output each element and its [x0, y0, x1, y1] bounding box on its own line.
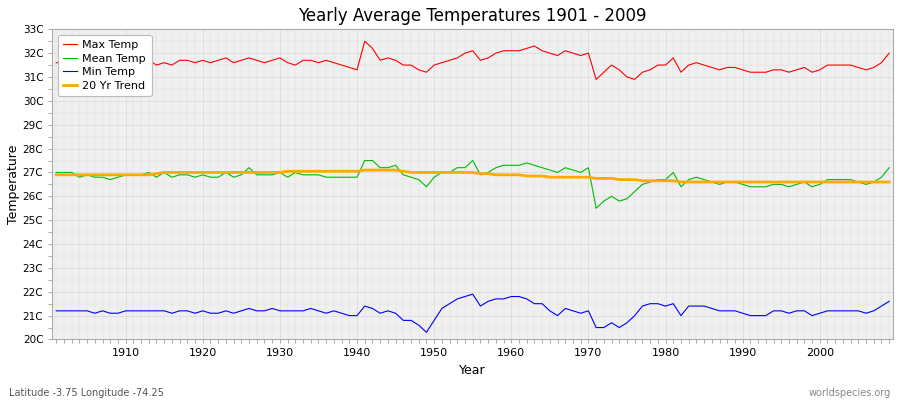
Line: Min Temp: Min Temp	[56, 294, 889, 332]
Max Temp	[590, 77, 601, 82]
Max Temp	[506, 48, 517, 53]
Max Temp	[614, 68, 625, 72]
Text: Latitude -3.75 Longitude -74.25: Latitude -3.75 Longitude -74.25	[9, 388, 164, 398]
Min Temp	[467, 292, 478, 296]
Min Temp	[514, 294, 525, 299]
20 Yr Trend	[283, 169, 293, 174]
Min Temp	[421, 330, 432, 335]
20 Yr Trend	[514, 172, 525, 177]
Line: Mean Temp: Mean Temp	[56, 160, 889, 208]
20 Yr Trend	[359, 168, 370, 172]
X-axis label: Year: Year	[459, 364, 486, 377]
Min Temp	[521, 296, 532, 301]
Min Temp	[283, 308, 293, 313]
20 Yr Trend	[50, 172, 61, 177]
Max Temp	[359, 39, 370, 44]
Mean Temp	[514, 163, 525, 168]
Max Temp	[50, 60, 61, 65]
Mean Temp	[590, 206, 601, 211]
Text: worldspecies.org: worldspecies.org	[809, 388, 891, 398]
20 Yr Trend	[676, 180, 687, 184]
Line: Max Temp: Max Temp	[56, 41, 889, 79]
Mean Temp	[359, 158, 370, 163]
20 Yr Trend	[506, 172, 517, 177]
Mean Temp	[50, 170, 61, 175]
Mean Temp	[884, 165, 895, 170]
Max Temp	[283, 60, 293, 65]
Legend: Max Temp, Mean Temp, Min Temp, 20 Yr Trend: Max Temp, Mean Temp, Min Temp, 20 Yr Tre…	[58, 35, 151, 96]
Mean Temp	[112, 175, 123, 180]
Y-axis label: Temperature: Temperature	[7, 145, 20, 224]
20 Yr Trend	[328, 169, 339, 174]
Mean Temp	[506, 163, 517, 168]
Max Temp	[328, 60, 339, 65]
Max Temp	[514, 48, 525, 53]
Min Temp	[328, 308, 339, 313]
Title: Yearly Average Temperatures 1901 - 2009: Yearly Average Temperatures 1901 - 2009	[299, 7, 647, 25]
Mean Temp	[328, 175, 339, 180]
Max Temp	[112, 63, 123, 68]
Mean Temp	[614, 199, 625, 204]
Max Temp	[884, 51, 895, 56]
20 Yr Trend	[884, 180, 895, 184]
Line: 20 Yr Trend: 20 Yr Trend	[56, 170, 889, 182]
20 Yr Trend	[112, 172, 123, 177]
20 Yr Trend	[606, 176, 616, 181]
Min Temp	[884, 299, 895, 304]
Min Temp	[50, 308, 61, 313]
Min Temp	[112, 311, 123, 316]
Mean Temp	[283, 175, 293, 180]
Min Temp	[614, 325, 625, 330]
